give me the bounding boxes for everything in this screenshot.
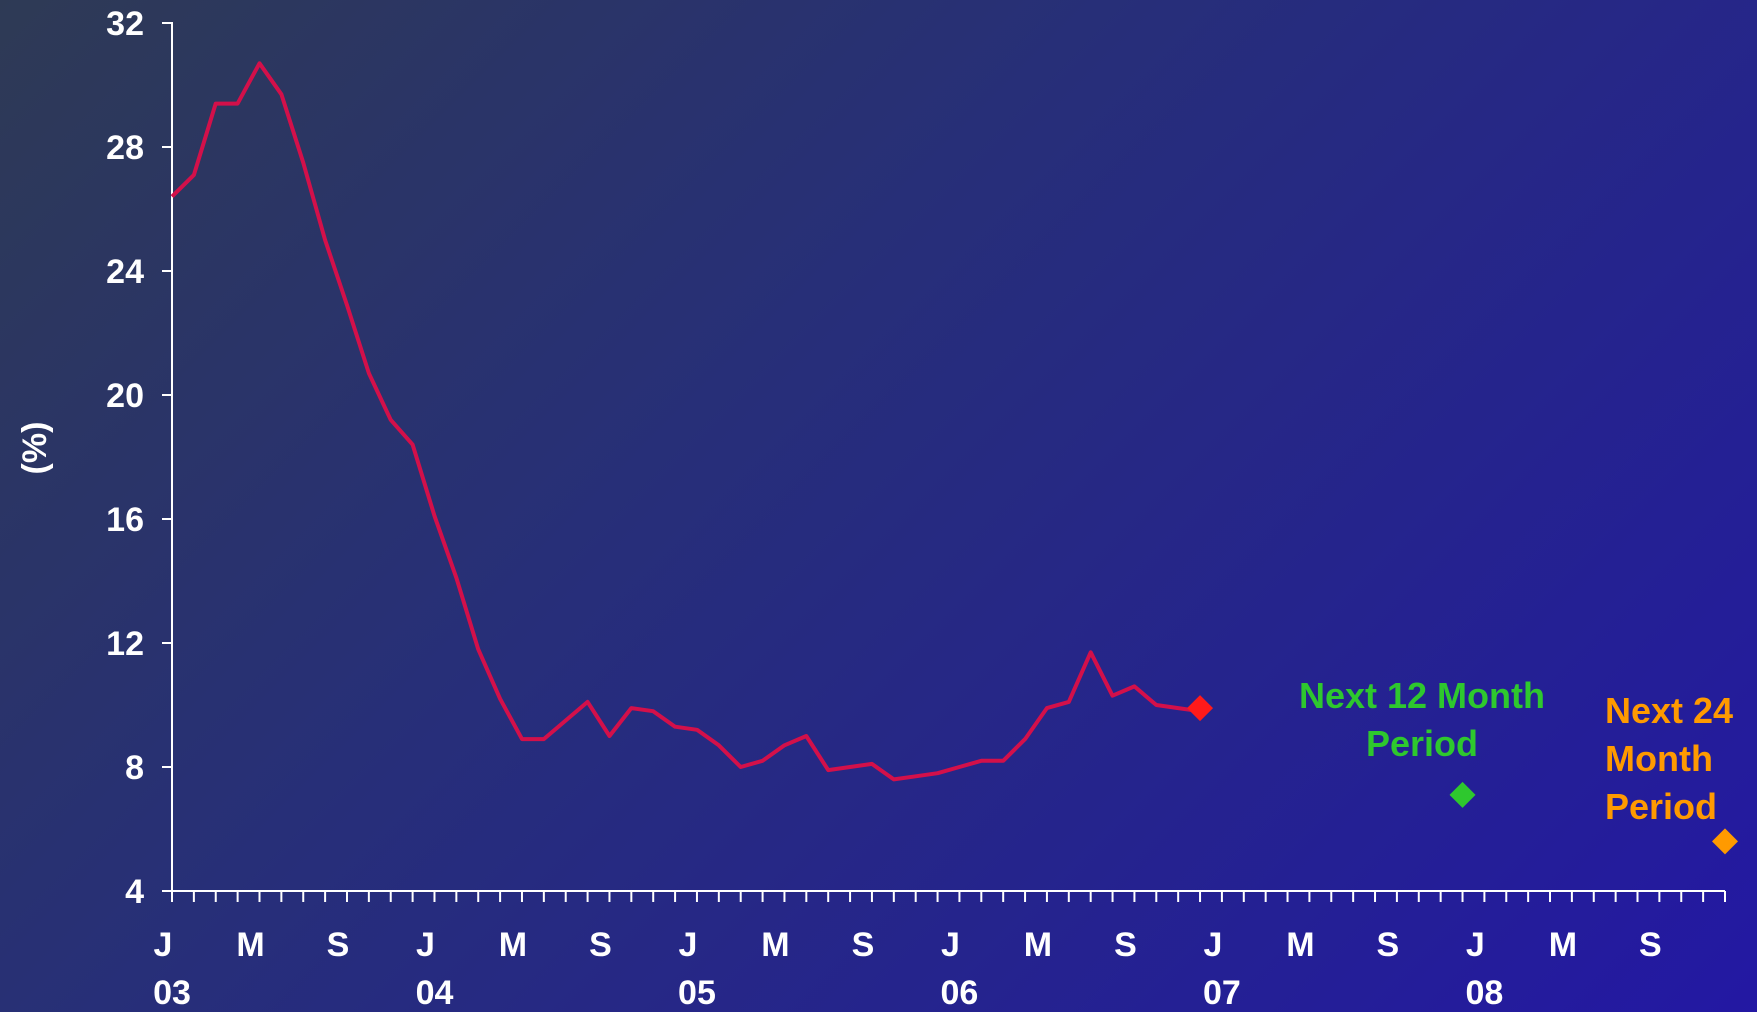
y-tick-label: 20 bbox=[106, 377, 144, 415]
x-tick-label-month: M bbox=[1286, 926, 1314, 964]
x-tick-label-year: 08 bbox=[1465, 974, 1503, 1012]
y-tick-label: 12 bbox=[106, 625, 144, 663]
x-tick-label-year: 05 bbox=[678, 974, 716, 1012]
x-tick-label-year: 06 bbox=[941, 974, 979, 1012]
x-tick-label-year: 07 bbox=[1203, 974, 1241, 1012]
annotation-label: Next 24 Month Period bbox=[1605, 690, 1733, 827]
x-tick-label-month: S bbox=[852, 926, 875, 964]
x-tick-label-month: J bbox=[941, 926, 960, 964]
diamond-marker bbox=[1187, 695, 1214, 722]
x-tick-label-year: 04 bbox=[416, 974, 454, 1012]
series-line bbox=[170, 61, 1201, 782]
x-tick-label-month: S bbox=[327, 926, 350, 964]
x-tick-label-month: S bbox=[1639, 926, 1662, 964]
x-tick-label-month: S bbox=[589, 926, 612, 964]
annotations-group: Next 12 Month Period Next 24 Month Period bbox=[1299, 675, 1733, 827]
tick-marks bbox=[162, 22, 1726, 902]
x-tick-label-month: M bbox=[1024, 926, 1052, 964]
x-tick-label-month: S bbox=[1114, 926, 1137, 964]
annotation-line: Next 12 Month bbox=[1299, 675, 1545, 716]
y-tick-label: 16 bbox=[106, 501, 144, 539]
y-tick-label: 28 bbox=[106, 129, 144, 167]
axes bbox=[171, 22, 1725, 892]
x-tick-label-month: M bbox=[236, 926, 264, 964]
markers-group bbox=[1187, 695, 1738, 855]
x-tick-label-month: M bbox=[761, 926, 789, 964]
y-tick-label: 24 bbox=[106, 253, 144, 291]
annotation-line: Next 24 bbox=[1605, 690, 1733, 731]
annotation-line: Period bbox=[1366, 723, 1478, 764]
y-tick-label: 8 bbox=[125, 749, 144, 787]
x-tick-label-month: J bbox=[416, 926, 435, 964]
x-tick-label-month: S bbox=[1377, 926, 1400, 964]
x-tick-label-month: J bbox=[1466, 926, 1485, 964]
y-tick-label: 32 bbox=[106, 5, 144, 43]
annotation-line: Period bbox=[1605, 786, 1717, 827]
annotation-line: Month bbox=[1605, 738, 1713, 779]
x-tick-label-year: 03 bbox=[153, 974, 191, 1012]
x-tick-label-month: J bbox=[154, 926, 173, 964]
diamond-marker bbox=[1712, 828, 1738, 855]
x-tick-label-month: J bbox=[1203, 926, 1222, 964]
x-tick-label-month: M bbox=[1549, 926, 1577, 964]
diamond-marker bbox=[1449, 781, 1476, 808]
series-group bbox=[170, 61, 1201, 782]
annotation-label: Next 12 Month Period bbox=[1299, 675, 1545, 764]
y-tick-label: 4 bbox=[125, 873, 144, 911]
y-axis-label: (%) bbox=[16, 422, 54, 475]
x-tick-label-month: J bbox=[678, 926, 697, 964]
x-tick-label-month: M bbox=[499, 926, 527, 964]
x-tick-labels: J 03 M S J 04 M S J 05 M S J 06 M S J 07 M S J 08 M S bbox=[153, 926, 1662, 1012]
y-tick-labels: 4 8 12 16 20 24 28 32 bbox=[106, 5, 144, 911]
